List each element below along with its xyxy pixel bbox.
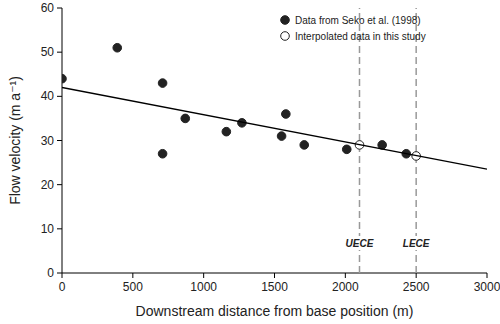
y-tick bbox=[57, 228, 62, 229]
filled-point bbox=[181, 114, 190, 123]
y-tick bbox=[57, 273, 62, 274]
x-tick bbox=[203, 273, 204, 278]
x-tick-label: 1000 bbox=[190, 280, 217, 294]
x-tick-label: 3000 bbox=[474, 280, 500, 294]
x-tick bbox=[132, 273, 133, 278]
filled-point bbox=[222, 127, 231, 136]
y-tick bbox=[57, 8, 62, 9]
x-tick-label: 2500 bbox=[403, 280, 430, 294]
chart-svg: 0 500 1000 1500 2000 2500 3000 0 10 20 30 40 50 60 Dow… bbox=[0, 0, 500, 324]
filled-point bbox=[158, 149, 167, 158]
plot-area bbox=[62, 8, 487, 273]
x-axis-label: Downstream distance from base position (… bbox=[136, 303, 414, 319]
filled-point bbox=[113, 43, 122, 52]
y-tick bbox=[57, 140, 62, 141]
annotation-label: UECE bbox=[346, 238, 374, 249]
y-tick-label: 50 bbox=[41, 45, 55, 59]
filled-point bbox=[300, 141, 309, 150]
legend-label: Data from Seko et al. (1998) bbox=[295, 15, 421, 26]
x-tick bbox=[345, 273, 346, 278]
trend-line bbox=[62, 88, 487, 170]
filled-point bbox=[62, 74, 66, 83]
x-tick-label: 2000 bbox=[332, 280, 359, 294]
x-tick bbox=[416, 273, 417, 278]
filled-point bbox=[282, 110, 291, 119]
y-tick-label: 40 bbox=[41, 89, 55, 103]
legend-marker bbox=[281, 16, 290, 25]
y-tick-label: 30 bbox=[41, 134, 55, 148]
filled-point bbox=[277, 132, 286, 141]
y-tick bbox=[57, 184, 62, 185]
y-tick-label: 0 bbox=[47, 266, 54, 280]
y-axis-label: Flow velocity (m a⁻¹) bbox=[7, 76, 23, 205]
annotation-label-bg bbox=[400, 236, 432, 250]
y-tick-label: 10 bbox=[41, 222, 55, 236]
chart-container: 0 500 1000 1500 2000 2500 3000 0 10 20 30 40 50 60 Dow… bbox=[0, 0, 500, 324]
filled-point bbox=[342, 145, 351, 154]
annotation-label: LECE bbox=[403, 238, 430, 249]
y-tick-label: 60 bbox=[41, 1, 55, 15]
x-tick-label: 0 bbox=[59, 280, 66, 294]
x-tick bbox=[274, 273, 275, 278]
x-tick-label: 1500 bbox=[261, 280, 288, 294]
annotation-label-bg bbox=[344, 236, 376, 250]
y-tick-label: 20 bbox=[41, 178, 55, 192]
y-tick bbox=[57, 96, 62, 97]
legend-marker bbox=[281, 32, 290, 41]
y-tick bbox=[57, 52, 62, 53]
legend-label: Interpolated data in this study bbox=[295, 31, 426, 42]
annotation-line bbox=[415, 8, 417, 273]
filled-point bbox=[158, 79, 167, 88]
x-tick-label: 500 bbox=[123, 280, 143, 294]
x-tick bbox=[487, 273, 488, 278]
x-tick bbox=[62, 273, 63, 278]
